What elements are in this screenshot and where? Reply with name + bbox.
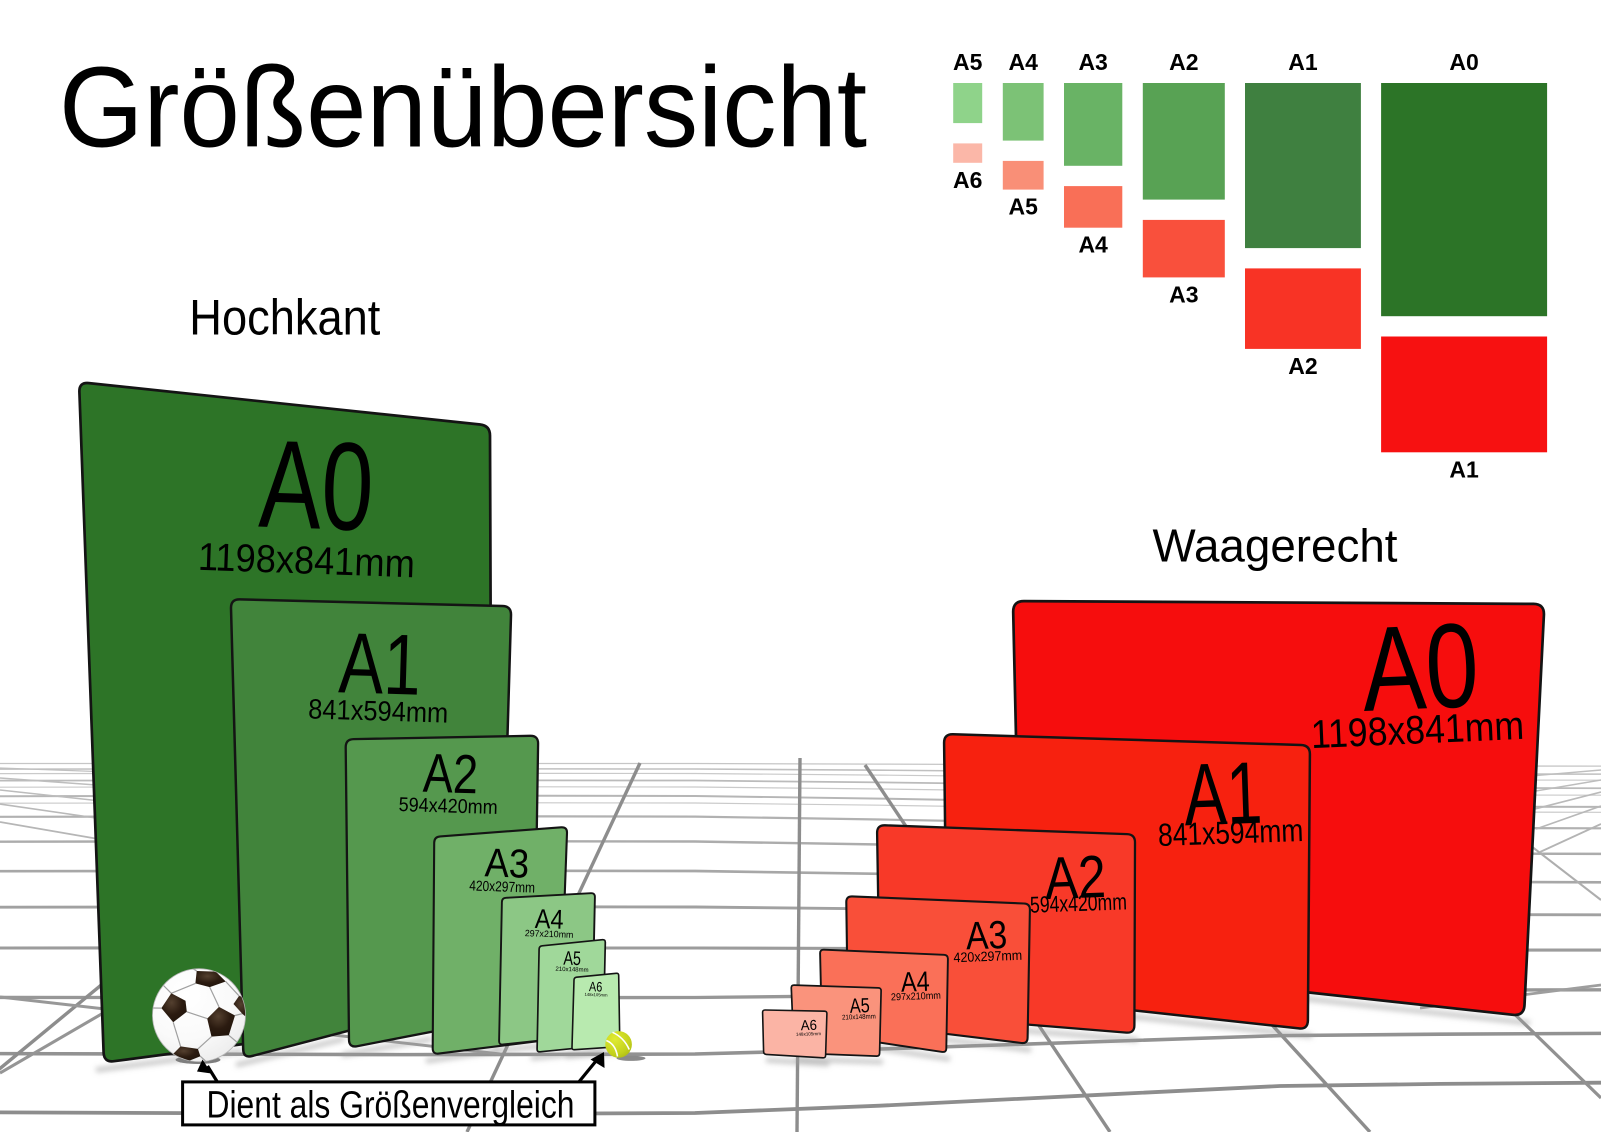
- svg-text:210x148mm: 210x148mm: [555, 966, 588, 974]
- svg-text:A5: A5: [1008, 194, 1038, 220]
- svg-text:Waagerecht: Waagerecht: [1153, 519, 1398, 571]
- svg-text:A6: A6: [953, 167, 982, 193]
- svg-text:A4: A4: [900, 966, 930, 998]
- svg-text:420x297mm: 420x297mm: [953, 948, 1022, 965]
- svg-text:A5: A5: [953, 49, 983, 75]
- svg-text:A1: A1: [1182, 743, 1264, 845]
- svg-text:A1: A1: [337, 615, 422, 713]
- svg-text:A6: A6: [589, 979, 603, 994]
- svg-text:841x594mm: 841x594mm: [1157, 812, 1303, 853]
- svg-text:841x594mm: 841x594mm: [308, 693, 449, 728]
- svg-text:A3: A3: [484, 839, 530, 887]
- svg-text:594x420mm: 594x420mm: [1030, 888, 1128, 917]
- svg-text:A1: A1: [1288, 49, 1318, 75]
- svg-text:A0: A0: [1449, 49, 1478, 75]
- svg-text:Größenübersicht: Größenübersicht: [59, 45, 867, 172]
- svg-text:148x105mm: 148x105mm: [584, 992, 608, 998]
- svg-text:A3: A3: [1078, 49, 1107, 75]
- svg-text:1198x841mm: 1198x841mm: [197, 536, 415, 587]
- svg-text:A4: A4: [1008, 49, 1038, 75]
- svg-text:A2: A2: [1169, 49, 1198, 75]
- svg-text:594x420mm: 594x420mm: [398, 794, 498, 819]
- svg-text:Hochkant: Hochkant: [189, 289, 380, 345]
- svg-text:A6: A6: [800, 1018, 817, 1035]
- svg-text:A3: A3: [965, 913, 1008, 958]
- svg-text:A2: A2: [1044, 843, 1107, 912]
- svg-text:297x210mm: 297x210mm: [891, 991, 941, 1004]
- svg-text:297x210mm: 297x210mm: [525, 928, 574, 940]
- svg-text:A2: A2: [422, 742, 479, 806]
- svg-text:A2: A2: [1288, 353, 1317, 379]
- svg-text:Dient als Größenvergleich: Dient als Größenvergleich: [207, 1083, 575, 1125]
- svg-text:420x297mm: 420x297mm: [469, 878, 535, 896]
- svg-text:A0: A0: [1359, 598, 1481, 737]
- svg-text:A4: A4: [534, 903, 564, 935]
- svg-text:A0: A0: [257, 415, 376, 558]
- svg-text:A1: A1: [1449, 456, 1479, 482]
- svg-text:210x148mm: 210x148mm: [842, 1013, 876, 1021]
- svg-text:148x105mm: 148x105mm: [796, 1031, 821, 1037]
- svg-text:A4: A4: [1078, 232, 1108, 258]
- svg-text:A5: A5: [849, 994, 870, 1018]
- svg-text:1198x841mm: 1198x841mm: [1310, 704, 1525, 757]
- svg-text:A5: A5: [563, 948, 581, 971]
- svg-text:A3: A3: [1169, 281, 1198, 307]
